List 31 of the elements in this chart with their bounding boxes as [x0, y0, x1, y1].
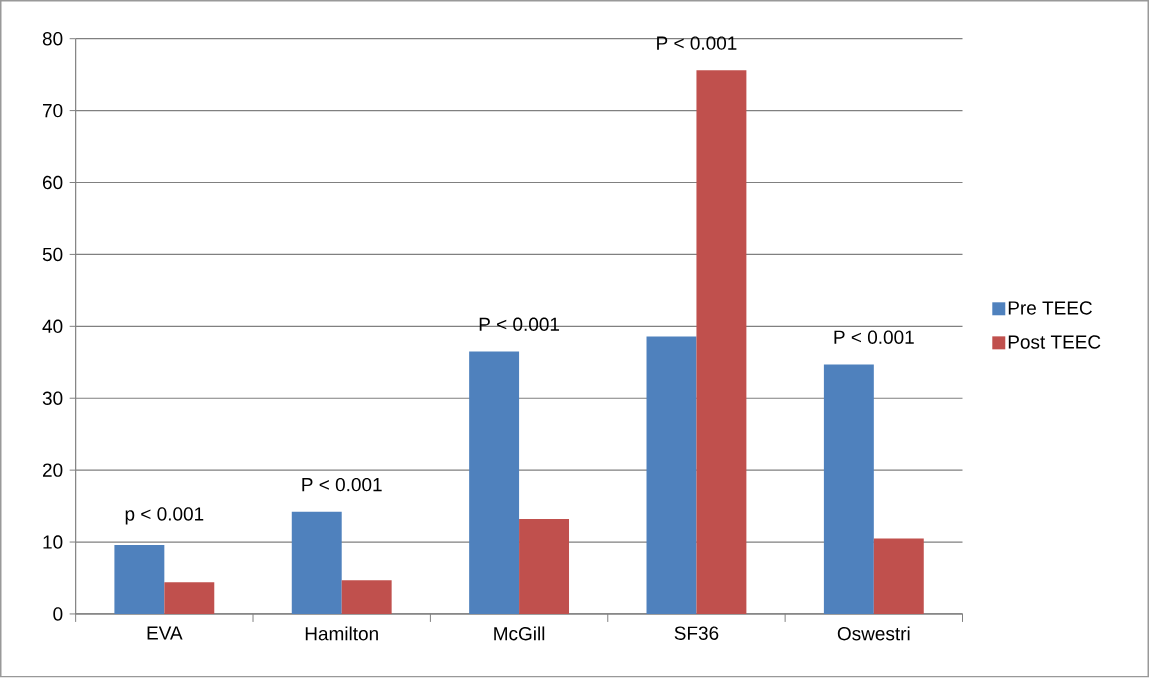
- y-tick-label: 60: [43, 175, 63, 190]
- bar: [291, 512, 342, 615]
- bar: [114, 545, 165, 615]
- x-tick-label: Hamilton: [305, 626, 378, 641]
- y-tick-label: 80: [42, 32, 63, 46]
- annotation: p < 0.001: [125, 507, 204, 525]
- y-tick-label: 0: [53, 607, 63, 621]
- y-tick-label: 70: [43, 104, 63, 118]
- x-tick-label: SF36: [674, 626, 719, 641]
- bar: [646, 336, 697, 615]
- y-tick-label: 50: [42, 247, 63, 262]
- bar: [341, 580, 392, 615]
- legend-label: Pre TEEC: [1008, 301, 1092, 315]
- bar: [519, 519, 570, 615]
- legend-label: Post TEEC: [1008, 335, 1101, 349]
- annotation: P < 0.001: [479, 317, 560, 332]
- y-tick-label: 40: [42, 319, 63, 334]
- annotation: P < 0.001: [302, 478, 382, 492]
- annotation: P < 0.001: [657, 36, 737, 51]
- bar: [696, 70, 747, 615]
- x-tick-label: McGill: [494, 626, 545, 641]
- bar: [873, 538, 924, 615]
- bar: [164, 582, 215, 615]
- x-tick-label: EVA: [147, 626, 183, 640]
- x-tick-label: Oswestri: [837, 626, 910, 641]
- y-tick-label: 30: [42, 391, 63, 406]
- annotation: P < 0.001: [834, 330, 914, 345]
- bar: [823, 364, 874, 615]
- bar: [469, 351, 520, 615]
- y-tick-label: 20: [42, 463, 63, 478]
- y-tick-label: 10: [43, 535, 63, 549]
